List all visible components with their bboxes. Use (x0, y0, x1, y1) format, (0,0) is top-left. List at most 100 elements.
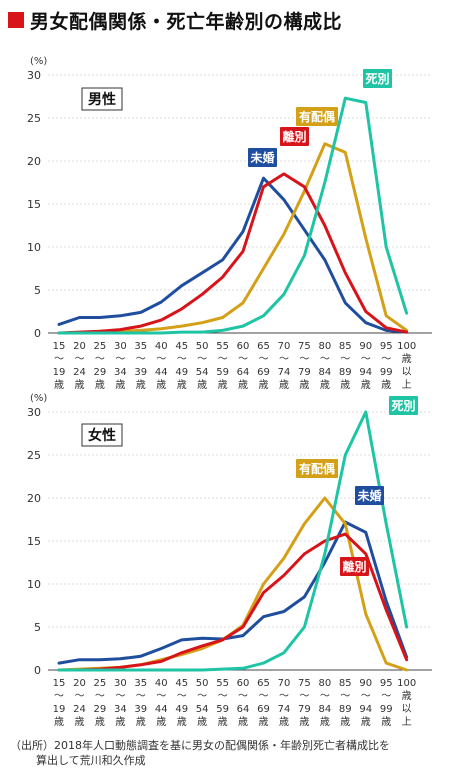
panel2-x-tick-label: ～ (115, 691, 125, 702)
panel2-x-tick-label: 74 (278, 704, 291, 715)
panel2-x-tick-label: 99 (380, 704, 393, 715)
panel1-x-tick-label: 50 (196, 341, 209, 352)
panel2-x-tick-label: ～ (299, 691, 309, 702)
panel2-x-tick-label: 歳 (218, 716, 228, 728)
panel2-series-line-3 (57, 532, 409, 672)
panel1-x-tick-label: 歳 (340, 379, 350, 391)
panel1-series-label-bg-4 (363, 69, 392, 88)
panel1-x-tick-label: ～ (95, 354, 105, 365)
panel2-x-tick-label: 50 (196, 678, 209, 689)
panel2-x-tick-label: ～ (320, 691, 330, 702)
panel2-x-tick-label: 歳 (74, 716, 84, 728)
panel2-x-tick-label: ～ (74, 691, 84, 702)
panel2-x-tick-label: 歳 (320, 716, 330, 728)
panel2-x-tick-label: ～ (381, 691, 391, 702)
panel2-x-tick-label: 75 (298, 678, 311, 689)
panel2-series-label-bg-1 (355, 486, 384, 505)
panel2-x-tick-label: 15 (53, 678, 66, 689)
panel2-unit-label: (%) (30, 393, 47, 404)
panel1-series-label-bg-2 (296, 107, 338, 126)
source-line-2: 算出して荒川和久作成 (36, 754, 146, 767)
panel2-x-tick-label: 45 (175, 678, 188, 689)
panel1-x-tick-label: 94 (359, 367, 372, 378)
panel1-series-line-4 (57, 96, 409, 335)
panel1-x-tick-label: 以 (402, 367, 412, 378)
panel2-x-tick-label: 歳 (361, 716, 371, 728)
panel1-x-tick-label: 44 (155, 367, 168, 378)
panel2-y-tick-label: 0 (34, 664, 41, 677)
panel1-panel-title: 男性 (88, 91, 116, 108)
panel1-x-tick-label: ～ (115, 354, 125, 365)
panel2-x-tick-label: ～ (197, 691, 207, 702)
panel1-x-tick-label: 100 (397, 341, 416, 352)
panel1-x-tick-label: 79 (298, 367, 311, 378)
panel2-x-tick-label: 94 (359, 704, 372, 715)
panel1-y-tick-label: 20 (27, 155, 41, 168)
panel1-x-tick-label: 54 (196, 367, 209, 378)
panel1-x-tick-label: 歳 (381, 379, 391, 391)
page-title: 男女配偶関係・死亡年齢別の構成比 (30, 10, 343, 33)
panel1-x-tick-label: ～ (259, 354, 269, 365)
panel1-x-tick-label: 85 (339, 341, 352, 352)
panel2-x-tick-label: 歳 (54, 716, 64, 728)
panel2-x-tick-label: 歳 (115, 716, 125, 728)
panel1-x-tick-label: 90 (359, 341, 372, 352)
panel1-x-tick-label: ～ (299, 354, 309, 365)
panel1-x-tick-label: ～ (74, 354, 84, 365)
panel1-x-tick-label: 70 (278, 341, 291, 352)
panel2-x-tick-label: 歳 (238, 716, 248, 728)
panel2-x-tick-label: 以 (402, 704, 412, 715)
panel1-x-tick-label: 19 (53, 367, 66, 378)
panel1-x-tick-label: 歳 (299, 379, 309, 391)
panel1-series-line-3 (57, 172, 409, 335)
panel1-x-tick-label: ～ (279, 354, 289, 365)
panel1-x-tick-label: 40 (155, 341, 168, 352)
panel1-x-tick-label: 69 (257, 367, 270, 378)
panel2-y-tick-label: 25 (27, 449, 41, 462)
panel1-x-tick-label: 35 (134, 341, 147, 352)
panel2-series-label-1: 未婚 (356, 488, 381, 503)
panel2-x-tick-label: ～ (54, 691, 64, 702)
panel1-panel-title-box (81, 87, 123, 111)
panel1-x-tick-label: 歳 (259, 379, 269, 391)
panel2-x-tick-label: 35 (134, 678, 147, 689)
panel2-x-tick-label: 59 (216, 704, 229, 715)
panel1-x-tick-label: 75 (298, 341, 311, 352)
panel1-x-tick-label: 20 (73, 341, 86, 352)
source-line-1: （出所）2018年人口動態調査を基に男女の配偶関係・年齢別死亡者構成比を (10, 739, 390, 752)
panel2-x-tick-label: 69 (257, 704, 270, 715)
panel1-x-tick-label: 15 (53, 341, 66, 352)
panel1-series-label-1: 未婚 (249, 150, 274, 165)
panel1-unit-label: (%) (30, 56, 47, 67)
panel1-x-tick-label: 25 (94, 341, 107, 352)
panel2-x-tick-label: ～ (156, 691, 166, 702)
panel1-x-tick-label: 歳 (218, 379, 228, 391)
panel1-x-tick-label: 歳 (156, 379, 166, 391)
panel2-series-line-4 (57, 410, 409, 672)
panel1-series-label-3: 離別 (282, 129, 306, 144)
panel2-series-label-bg-4 (389, 396, 418, 415)
panel1-x-tick-label: 歳 (115, 379, 125, 391)
panel2-y-tick-label: 15 (27, 535, 41, 548)
panel2-x-tick-label: 19 (53, 704, 66, 715)
panel2-series-label-2: 有配偶 (299, 461, 335, 476)
panel2-x-tick-label: 54 (196, 704, 209, 715)
title-marker (8, 12, 24, 28)
panel2-x-tick-label: 歳 (402, 690, 412, 702)
panel2-panel-title: 女性 (88, 427, 116, 444)
panel1-x-tick-label: 歳 (361, 379, 371, 391)
panel1-x-tick-label: ～ (320, 354, 330, 365)
panel1-x-tick-label: ～ (238, 354, 248, 365)
panel1-x-tick-label: ～ (177, 354, 187, 365)
panel1-series-label-2: 有配偶 (299, 109, 335, 124)
panel1-x-tick-label: 34 (114, 367, 127, 378)
panel2-x-tick-label: 34 (114, 704, 127, 715)
panel1-x-tick-label: ～ (361, 354, 371, 365)
panel2-x-tick-label: 64 (237, 704, 250, 715)
panel2-x-tick-label: 95 (380, 678, 393, 689)
panel2-x-tick-label: ～ (177, 691, 187, 702)
panel2-x-tick-label: 25 (94, 678, 107, 689)
panel2-x-tick-label: 歳 (259, 716, 269, 728)
panel2-x-tick-label: 39 (134, 704, 147, 715)
